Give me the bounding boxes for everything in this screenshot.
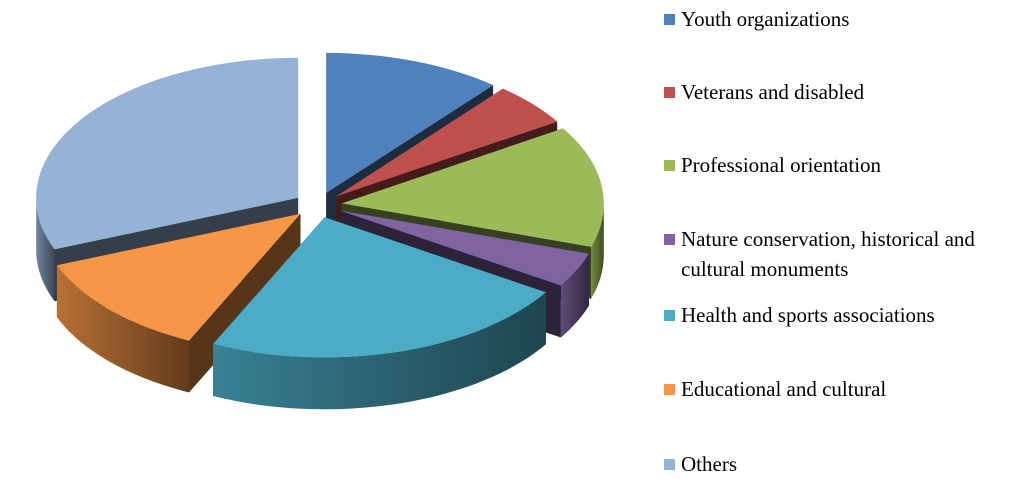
legend-swatch [664,384,675,395]
legend-label: Youth organizations [681,7,850,31]
legend-label: Others [681,452,737,476]
pie-slice [213,217,546,410]
slice-top [341,128,604,247]
legend-item: Professional orientation [664,150,1011,180]
legend-swatch [664,160,675,171]
slice-side [591,203,604,299]
legend-swatch [664,310,675,321]
slice-top [36,57,299,250]
legend-swatch [664,87,675,98]
legend-item: Veterans and disabled [664,77,1011,107]
legend-item: Others [664,449,1011,479]
slice-top [326,52,494,193]
legend-item: Educational and cultural [664,374,1011,404]
slice-top [339,210,589,286]
slice-side [213,292,546,410]
legend-label: Professional orientation [681,153,882,177]
slice-side [560,253,589,338]
legend-item: Youth organizations [664,4,1011,34]
legend-label: Veterans and disabled [681,80,865,104]
chart [36,52,604,410]
slice-side [36,197,55,302]
slice-side [56,265,190,393]
legend-swatch [664,459,675,470]
slice-top [336,88,558,197]
legend-item: Nature conservation, historical and cult… [664,224,1011,284]
legend-label: Educational and cultural [681,377,887,401]
legend-label: Health and sports associations [681,303,935,327]
slice-top [213,217,546,358]
legend-swatch [664,14,675,25]
legend-item: Health and sports associations [664,300,1011,330]
slice-top [56,213,301,341]
legend-label: Nature conservation, historical and cult… [681,227,975,281]
legend-swatch [664,234,675,245]
legend: Youth organizations Veterans and disabled… [664,0,1016,479]
